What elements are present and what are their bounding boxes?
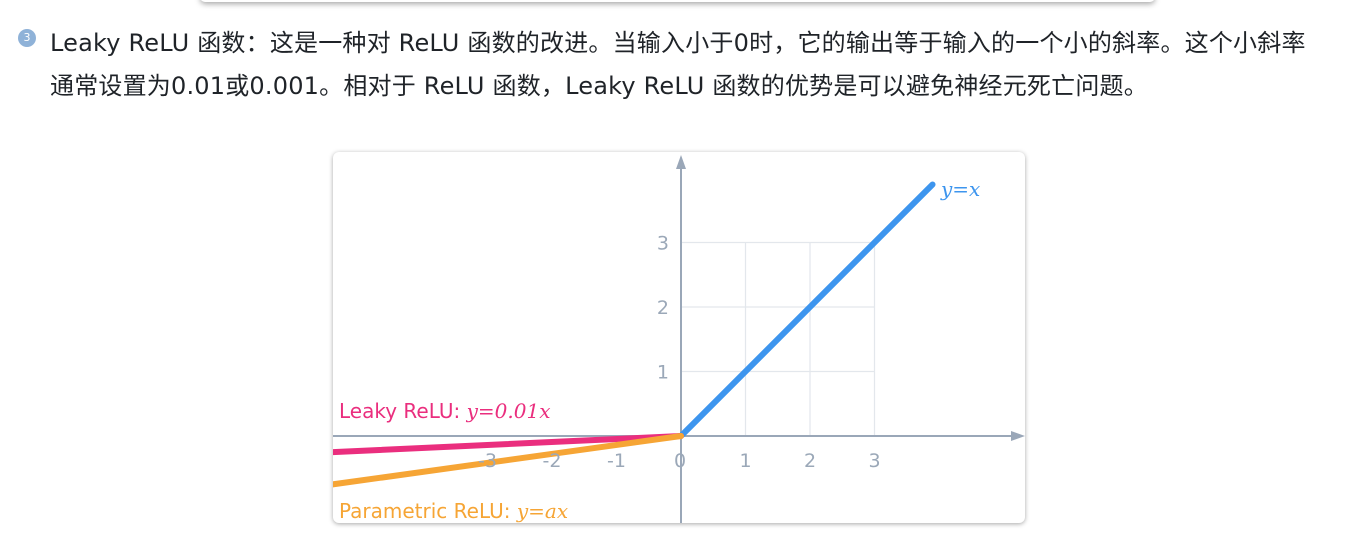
- y-tick-label: 1: [657, 362, 669, 384]
- series-label-0: y=x: [940, 177, 980, 201]
- x-tick-label: -2: [543, 450, 562, 472]
- series-label-1: Leaky ReLU: y=0.01x: [339, 399, 550, 423]
- series-name: Leaky ReLU:: [339, 399, 467, 423]
- series-formula: y=x: [940, 177, 980, 201]
- x-tick-label: 2: [804, 450, 816, 472]
- series-line-0: [678, 181, 936, 439]
- relu-chart: -3 -2 -1 0 1 2 3 1 2 3 y=x Leaky ReLU: y=0.01x Para…: [333, 155, 1025, 523]
- previous-block-edge: [200, 0, 1155, 2]
- x-tick-label: 3: [868, 450, 880, 472]
- x-tick-label: -1: [607, 450, 626, 472]
- series-line-2: [333, 433, 684, 488]
- series-formula: y=ax: [516, 499, 568, 523]
- x-tick-label: -3: [478, 450, 497, 472]
- relu-variants-figure: -3 -2 -1 0 1 2 3 1 2 3 y=x Leaky ReLU: y=0.01x Para…: [333, 152, 1025, 523]
- x-tick-label: 0: [674, 450, 686, 472]
- y-axis-arrow: [676, 155, 686, 169]
- x-axis-arrow: [1011, 431, 1025, 441]
- series-label-2: Parametric ReLU: y=ax: [339, 499, 568, 523]
- series-name: Parametric ReLU:: [339, 499, 517, 523]
- series-formula: y=0.01x: [466, 399, 551, 423]
- list-number-badge: 3: [18, 29, 36, 47]
- series-line-1: [333, 433, 684, 456]
- y-tick-label: 3: [657, 233, 669, 255]
- y-tick-label: 2: [657, 297, 669, 319]
- x-tick-label: 1: [739, 450, 751, 472]
- paragraph-text: Leaky ReLU 函数：这是一种对 ReLU 函数的改进。当输入小于0时，它…: [50, 29, 1306, 100]
